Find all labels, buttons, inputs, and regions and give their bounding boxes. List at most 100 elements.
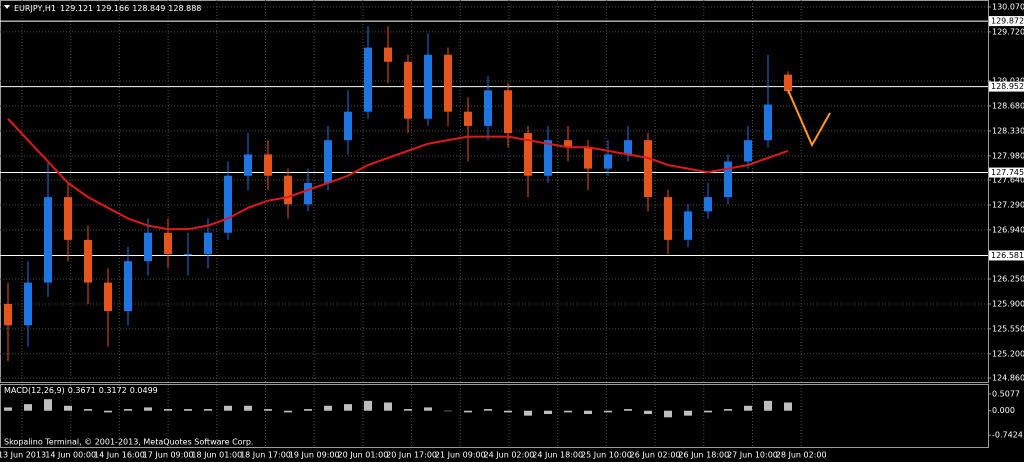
macd-bar (524, 410, 532, 416)
candle-body (44, 197, 52, 283)
candle-body (124, 261, 132, 312)
x-tick-label: 27 Jun 10:00 (727, 451, 778, 460)
x-tick-label: 24 Jun 02:00 (484, 451, 535, 460)
level-label-box (989, 167, 1024, 178)
candle-body (204, 232, 212, 255)
x-tick-label: 24 Jun 18:00 (532, 451, 583, 460)
macd-bar (464, 410, 472, 413)
candle-body (784, 74, 792, 92)
candle-body (224, 175, 232, 233)
y-tick-label: 125.900 (992, 299, 1024, 308)
candle-body (504, 90, 512, 134)
candle-body (424, 54, 432, 119)
candle-body (64, 197, 72, 240)
macd-bar (84, 409, 92, 411)
macd-bar (224, 405, 232, 411)
macd-bar (344, 404, 352, 411)
macd-label: MACD(12,26,9) (4, 386, 65, 395)
macd-bar (264, 409, 272, 411)
candle-body (384, 47, 392, 62)
candle-body (104, 282, 112, 312)
menu-arrow[interactable] (4, 5, 10, 9)
y-tick-label: 126.940 (992, 225, 1024, 234)
macd-bar (64, 405, 72, 411)
moving-average (7, 118, 789, 231)
macd-bar (384, 402, 392, 411)
macd-bar (444, 410, 452, 412)
x-tick-label: 20 Jun 17:00 (386, 451, 437, 460)
candle-body (584, 147, 592, 169)
macd-bar (44, 399, 52, 411)
candle-body (564, 140, 572, 148)
candle-body (24, 282, 32, 326)
x-tick-label: 28 Jun 02:00 (776, 451, 827, 460)
candle-body (464, 111, 472, 126)
level-label: 129.872 (991, 17, 1024, 26)
macd-bar (644, 410, 652, 415)
candle-body (404, 61, 412, 119)
y-tick-label: 127.640 (992, 176, 1024, 185)
macd-bar (364, 400, 372, 411)
level-label-box (989, 81, 1024, 92)
x-tick-label: 17 Jun 09:00 (143, 451, 194, 460)
macd-header: MACD(12,26,9) 0.3671 0.3172 0.0499 (4, 386, 158, 395)
macd-bar (184, 409, 192, 411)
macd-bar (164, 409, 172, 411)
macd-panel-frame (0, 384, 989, 448)
candle-body (184, 254, 192, 256)
y-tick-label: 127.980 (992, 151, 1024, 160)
candle-body (364, 47, 372, 112)
candle-body (4, 303, 12, 326)
macd-bar (284, 410, 292, 413)
x-tick-label: 25 Jun 10:00 (581, 451, 632, 460)
y-tick-label: 129.030 (992, 77, 1024, 86)
macd-bar (124, 409, 132, 411)
candle-body (344, 111, 352, 141)
macd-bar (24, 404, 32, 411)
symbol: EURJPY,H1 (14, 4, 56, 13)
macd-bar (744, 405, 752, 411)
macd-bar (144, 407, 152, 411)
open-value: 129.121 (60, 4, 93, 13)
macd-bar (584, 410, 592, 415)
y-tick-label: 128.680 (992, 101, 1024, 110)
y-tick-label: 124.860 (992, 374, 1024, 383)
macd-value: 0.3671 (68, 386, 96, 395)
macd-bar (624, 409, 632, 411)
low-value: 128.849 (132, 4, 165, 13)
main-panel-frame (0, 0, 989, 383)
candle-body (764, 104, 772, 141)
candle-body (264, 154, 272, 176)
y-tick-label: 127.290 (992, 200, 1024, 209)
projection-zigzag (787, 89, 831, 148)
macd-bar (664, 410, 672, 418)
high-value: 129.166 (96, 4, 129, 13)
x-tick-label: 14 Jun 00:00 (45, 451, 96, 460)
macd-bar (784, 402, 792, 411)
y-tick-label: 129.720 (992, 27, 1024, 36)
y-tick-label: 128.330 (992, 126, 1024, 135)
macd-tick-label: -0.7424 (992, 431, 1023, 440)
macd-bar (764, 400, 772, 411)
candle-body (544, 140, 552, 176)
macd-bar (324, 405, 332, 411)
candle-body (324, 140, 332, 183)
x-tick-label: 20 Jun 01:00 (337, 451, 388, 460)
candle-body (744, 140, 752, 162)
level-label: 128.952 (991, 82, 1024, 91)
y-tick-label: 126.250 (992, 275, 1024, 284)
candle-body (644, 140, 652, 198)
candle-body (524, 133, 532, 176)
macd-tick-label: 0.5077 (992, 389, 1020, 398)
close-value: 128.888 (168, 4, 201, 13)
x-tick-label: 19 Jun 09:00 (289, 451, 340, 460)
candle-body (144, 232, 152, 262)
candle-body (684, 211, 692, 240)
macd-bar (544, 410, 552, 415)
x-tick-label: 26 Jun 18:00 (678, 451, 729, 460)
level-label: 127.745 (991, 168, 1024, 177)
candle-body (624, 140, 632, 155)
macd-bar (424, 407, 432, 411)
